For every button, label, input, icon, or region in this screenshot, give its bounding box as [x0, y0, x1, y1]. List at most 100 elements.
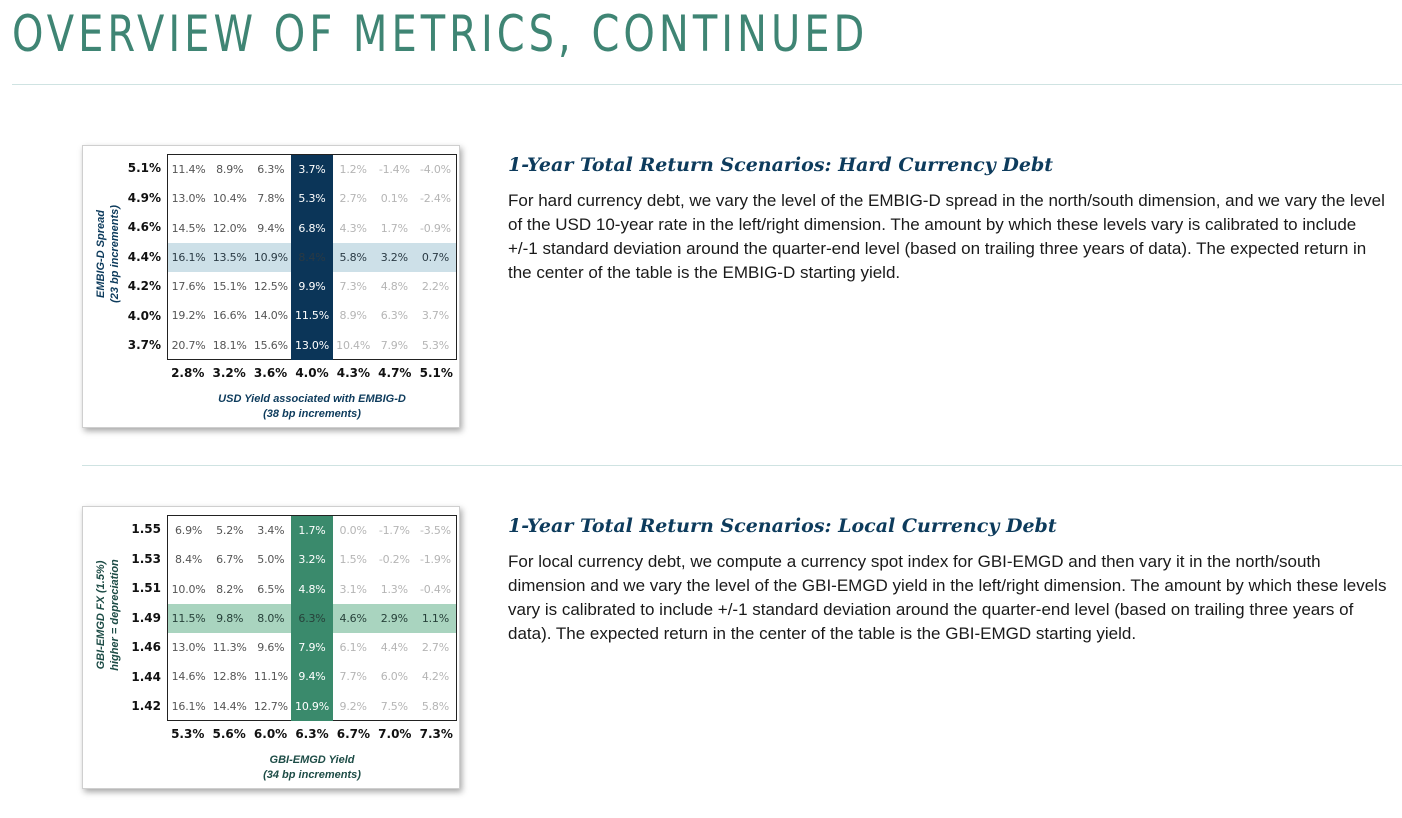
column-label: 6.3% [295, 727, 329, 741]
table-cell: 13.0% [291, 330, 333, 361]
column-labels: 2.8% 3.2% 3.6% 4.0% 4.3% 4.7% 5.1% [167, 362, 457, 384]
column-label: 6.7% [336, 727, 371, 741]
x-axis-label-line1: USD Yield associated with EMBIG-D [218, 393, 406, 405]
table-cell: 6.5% [257, 582, 285, 596]
table-cell: 4.3% [339, 221, 367, 235]
scenario-grid: 11.4% 8.9% 6.3% 3.7% 1.2% -1.4% -4.0% 13.0% 10.4… [167, 154, 457, 361]
x-axis-label-line2: (34 bp increments) [263, 769, 361, 781]
row-label: 1.53 [131, 551, 161, 566]
table-cell: 6.1% [339, 641, 367, 655]
scenario-grid: 6.9% 5.2% 3.4% 1.7% 0.0% -1.7% -3.5% 8.4% 6.7% 5.… [167, 515, 457, 722]
y-axis-label: EMBIG-D Spread (23 bp increments) [91, 146, 125, 361]
table-cell: 8.9% [216, 163, 244, 176]
table-cell: 7.7% [339, 670, 367, 684]
column-labels: 5.3% 5.6% 6.0% 6.3% 6.7% 7.0% 7.3% [167, 723, 457, 745]
table-cell: 0.1% [380, 192, 408, 206]
row-label: 1.51 [131, 581, 161, 595]
table-cell: 7.8% [257, 192, 285, 206]
x-axis-label: GBI-EMGD Yield (34 bp increments) [167, 753, 457, 783]
column-label: 4.7% [378, 366, 412, 380]
y-axis-label-line2: (23 bp increments) [109, 204, 121, 303]
row-label: 4.0% [127, 308, 161, 323]
table-cell: 2.9% [380, 611, 408, 625]
table-cell: 13.0% [171, 192, 206, 206]
table-row: 13.0% 11.3% 9.6% 7.9% 6.1% 4.4% 2.7% [168, 633, 456, 663]
section-heading: 1-Year Total Return Scenarios: Local Cur… [508, 515, 1057, 537]
table-cell: 5.8% [421, 699, 449, 713]
table-cell: 6.9% [174, 524, 203, 537]
table-cell: 10.0% [171, 582, 206, 596]
table-cell: 13.0% [171, 641, 206, 655]
table-cell: 7.9% [291, 633, 333, 663]
table-cell: 15.6% [253, 338, 288, 352]
page-title: OVERVIEW OF METRICS, CONTINUED [12, 5, 869, 63]
row-label: 3.7% [127, 338, 161, 352]
table-cell: 11.3% [212, 641, 247, 655]
section-body: For hard currency debt, we vary the leve… [508, 191, 1385, 282]
table-cell: 20.7% [171, 338, 206, 352]
table-cell: 3.7% [291, 155, 333, 185]
x-axis-label-line2: (38 bp increments) [263, 408, 361, 420]
table-cell: -1.7% [378, 524, 410, 537]
column-label: 7.0% [378, 727, 412, 741]
title-divider [12, 84, 1402, 85]
table-cell: 1.7% [380, 221, 408, 235]
section-body: For local currency debt, we compute a cu… [508, 552, 1387, 643]
row-label: 4.2% [127, 279, 161, 293]
table-cell: 10.4% [212, 192, 247, 206]
column-label: 7.3% [419, 727, 453, 741]
table-cell: 6.3% [257, 163, 285, 176]
table-cell: 14.0% [253, 309, 288, 323]
table-cell: 15.1% [212, 280, 247, 294]
table-cell: 11.1% [253, 670, 288, 684]
local-currency-scenario-table: GBI-EMGD FX (1.5%) higher = depreciation… [82, 506, 460, 789]
table-row: 17.6% 15.1% 12.5% 9.9% 7.3% 4.8% 2.2% [168, 272, 456, 302]
table-cell: 16.1% [171, 699, 206, 713]
table-cell: 6.3% [291, 603, 333, 634]
table-cell: 4.2% [421, 670, 449, 684]
table-cell: 9.9% [291, 272, 333, 302]
table-cell: 10.9% [291, 691, 333, 722]
table-cell: 3.7% [421, 309, 449, 323]
table-cell: -0.2% [378, 553, 410, 567]
table-cell: 12.5% [253, 280, 288, 294]
table-cell: 2.7% [421, 641, 449, 655]
table-cell: 12.7% [253, 699, 288, 713]
x-axis-label: USD Yield associated with EMBIG-D (38 bp… [167, 392, 457, 422]
table-cell: 1.7% [291, 516, 333, 546]
table-cell: 5.8% [339, 250, 367, 264]
table-cell: 6.3% [380, 309, 408, 323]
table-cell: 6.7% [216, 553, 244, 567]
table-cell: 6.8% [291, 213, 333, 243]
table-cell: -0.4% [419, 582, 451, 596]
column-label: 6.0% [253, 727, 288, 741]
table-cell: 7.5% [380, 699, 408, 713]
column-label: 4.0% [295, 366, 329, 380]
y-axis-label-line2: higher = depreciation [109, 558, 121, 671]
table-cell: 11.5% [291, 301, 333, 331]
table-cell: 7.9% [380, 338, 408, 352]
table-cell: 3.1% [339, 582, 367, 596]
row-label: 4.6% [127, 220, 161, 234]
table-row: 11.4% 8.9% 6.3% 3.7% 1.2% -1.4% -4.0% [168, 155, 456, 185]
table-cell: 11.4% [171, 163, 206, 176]
y-axis-label-line1: EMBIG-D Spread [95, 209, 107, 298]
row-label: 1.55 [131, 522, 161, 536]
row-label: 4.4% [127, 249, 161, 264]
table-cell: -2.4% [419, 192, 451, 206]
table-row: 10.0% 8.2% 6.5% 4.8% 3.1% 1.3% -0.4% [168, 574, 456, 604]
column-label: 5.6% [212, 727, 246, 741]
table-cell: 8.2% [216, 582, 244, 596]
table-cell: 2.7% [339, 192, 367, 206]
table-cell: -4.0% [419, 163, 451, 176]
x-axis-label-line1: GBI-EMGD Yield [269, 754, 355, 766]
hard-currency-scenario-table: EMBIG-D Spread (23 bp increments) 5.1% 4.… [82, 145, 460, 428]
table-cell: 1.3% [380, 582, 408, 596]
column-label: 5.1% [419, 366, 453, 380]
table-row: 20.7% 18.1% 15.6% 13.0% 10.4% 7.9% 5.3% [168, 330, 456, 361]
table-row: 16.1% 13.5% 10.9% 8.4% 5.8% 3.2% 0.7% [168, 242, 456, 273]
y-axis-label-line1: GBI-EMGD FX (1.5%) [95, 560, 107, 669]
hard-currency-description: 1-Year Total Return Scenarios: Hard Curr… [508, 152, 1388, 285]
table-cell: 8.4% [291, 242, 333, 273]
table-row: 14.5% 12.0% 9.4% 6.8% 4.3% 1.7% -0.9% [168, 213, 456, 243]
